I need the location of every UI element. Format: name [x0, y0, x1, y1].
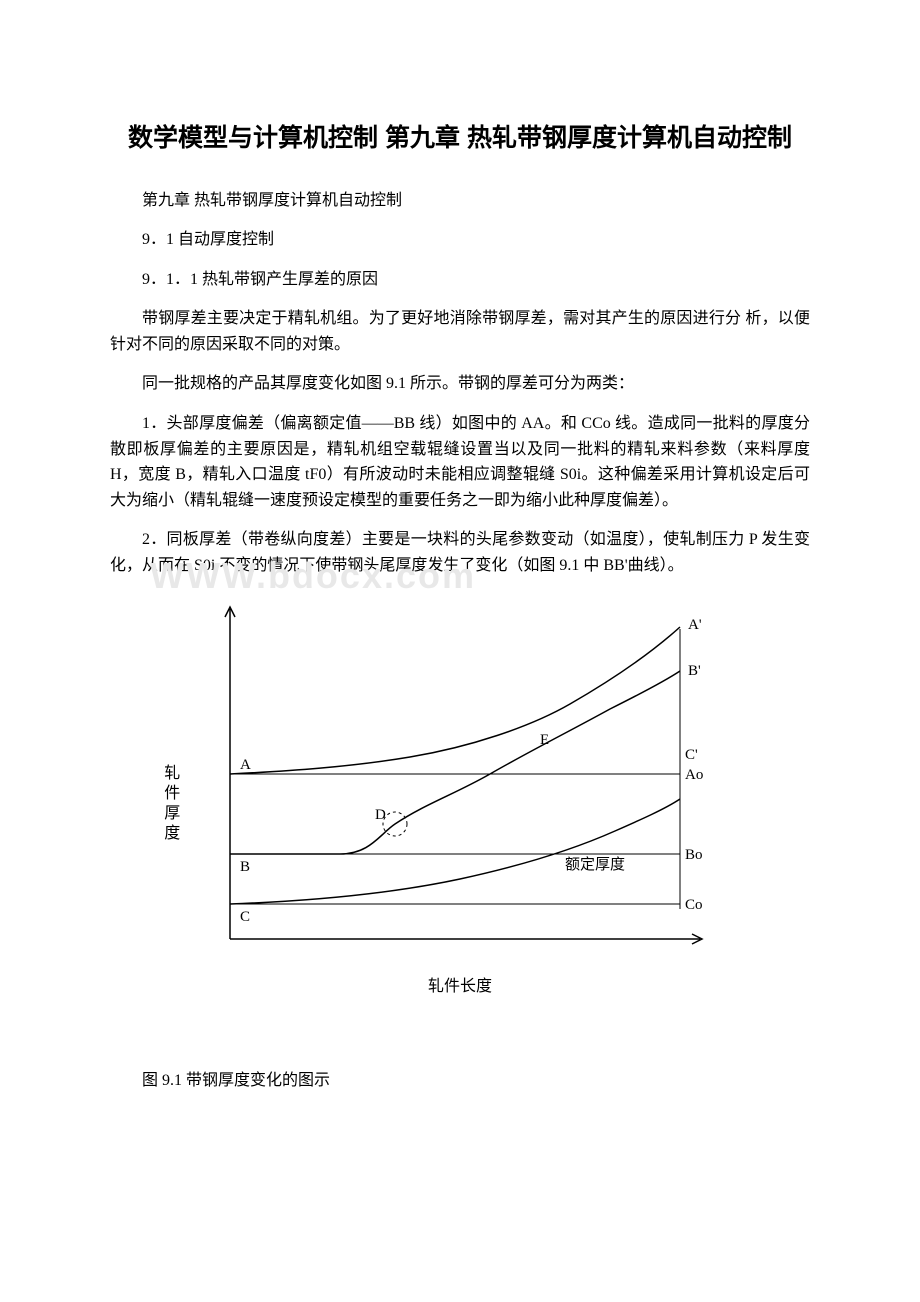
label-C: C: [240, 909, 250, 925]
label-D: D: [375, 807, 386, 823]
paragraph-1: 带钢厚差主要决定于精轧机组。为了更好地消除带钢厚差，需对其产生的原因进行分 析，…: [110, 306, 810, 357]
label-E: E: [540, 732, 549, 748]
section-heading-9-1: 9．1 自动厚度控制: [110, 227, 810, 253]
label-A-prime: A': [688, 617, 702, 633]
figure-svg: A B C D E A' B' C' Ao Bo Co 额定厚度: [170, 599, 730, 959]
label-rated-thickness: 额定厚度: [565, 856, 625, 873]
x-axis-label: 轧件长度: [170, 972, 750, 996]
paragraph-2: 同一批规格的产品其厚度变化如图 9.1 所示。带钢的厚差可分为两类：: [110, 371, 810, 397]
label-Bo: Bo: [685, 847, 703, 863]
label-A: A: [240, 757, 251, 773]
label-Co: Co: [685, 897, 703, 913]
label-B-prime: B': [688, 663, 701, 679]
paragraph-4: 2．同板厚差（带卷纵向度差）主要是一块料的头尾参数变动（如温度），使轧制压力 P…: [110, 527, 810, 578]
label-B: B: [240, 859, 250, 875]
label-Ao: Ao: [685, 767, 703, 783]
figure-9-1: 轧件厚度 A B C D E A' B': [170, 599, 750, 996]
curve-B-Bprime: [230, 671, 680, 854]
chapter-heading: 第九章 热轧带钢厚度计算机自动控制: [110, 188, 810, 214]
label-C-prime: C': [685, 747, 698, 763]
curve-C-Cprime: [230, 799, 680, 904]
paragraph-3: 1．头部厚度偏差（偏离额定值——BB 线）如图中的 AA。和 CCo 线。造成同…: [110, 411, 810, 513]
y-axis-label: 轧件厚度: [160, 764, 179, 844]
curve-A-Aprime: [230, 627, 680, 774]
figure-caption: 图 9.1 带钢厚度变化的图示: [110, 1066, 810, 1090]
section-heading-9-1-1: 9．1．1 热轧带钢产生厚差的原因: [110, 267, 810, 293]
page-title: 数学模型与计算机控制 第九章 热轧带钢厚度计算机自动控制: [110, 120, 810, 158]
